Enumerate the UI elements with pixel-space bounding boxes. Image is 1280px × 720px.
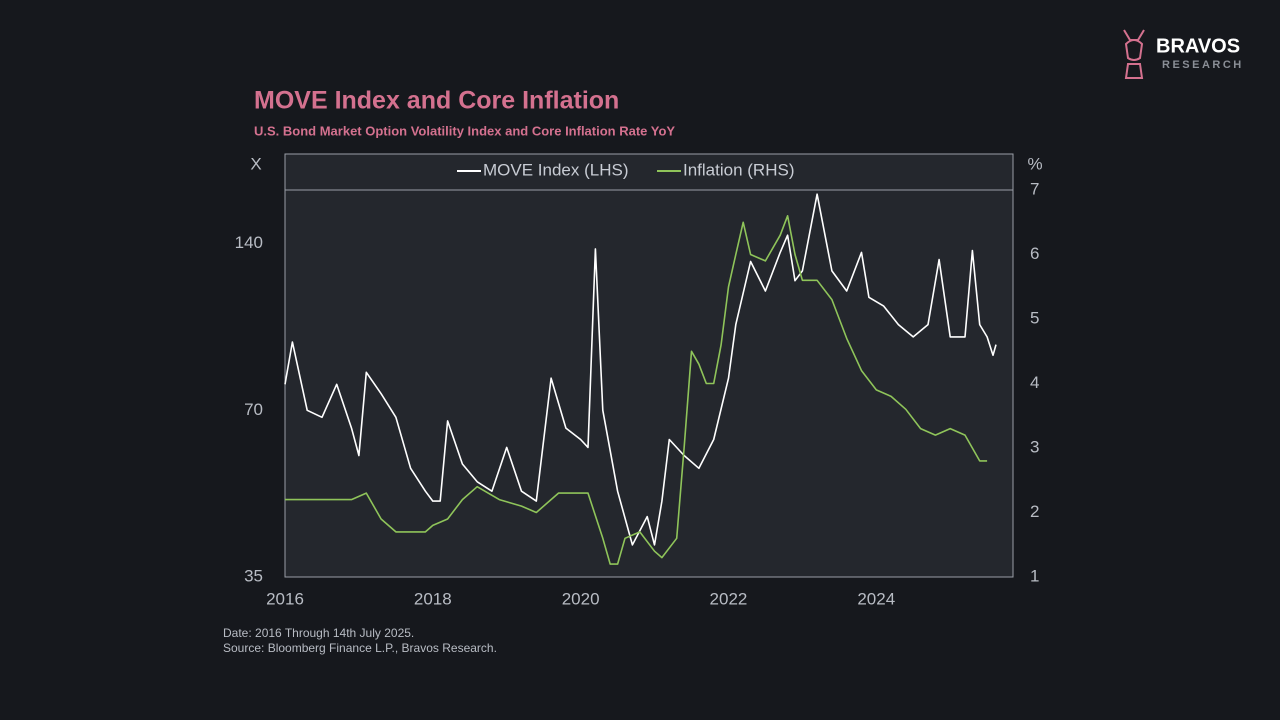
- brand-name: BRAVOS: [1156, 35, 1240, 57]
- legend-label: Inflation (RHS): [683, 160, 794, 179]
- y2-tick-label: 2: [1030, 502, 1039, 521]
- y2-tick-label: 4: [1030, 373, 1039, 392]
- brand-logo: [1123, 29, 1145, 79]
- x-tick-label: 2020: [562, 589, 600, 608]
- y-tick-label: 70: [244, 400, 263, 419]
- y-tick-label: 35: [244, 566, 263, 585]
- y2-tick-label: 7: [1030, 179, 1039, 198]
- y2-tick-label: 5: [1030, 308, 1039, 327]
- brand-tagline: RESEARCH: [1162, 59, 1244, 71]
- y-tick-label: 140: [235, 233, 263, 252]
- x-tick-label: 2018: [414, 589, 452, 608]
- x-tick-label: 2022: [710, 589, 748, 608]
- y2-tick-label: 1: [1030, 566, 1039, 585]
- x-tick-label: 2024: [857, 589, 895, 608]
- chart-subtitle: U.S. Bond Market Option Volatility Index…: [254, 123, 675, 138]
- series-line: [285, 215, 988, 565]
- x-tick-label: 2016: [266, 589, 304, 608]
- y2-tick-label: 6: [1030, 244, 1039, 263]
- y-axis-label: X: [250, 154, 261, 173]
- legend-label: MOVE Index (LHS): [483, 160, 629, 179]
- chart-title: MOVE Index and Core Inflation: [254, 87, 619, 115]
- series-line: [284, 193, 997, 546]
- plot-area: [284, 153, 1014, 578]
- y2-axis-label: %: [1027, 154, 1042, 173]
- y2-tick-label: 3: [1030, 437, 1039, 456]
- note: Date: 2016 Through 14th July 2025.: [223, 626, 414, 640]
- note: Source: Bloomberg Finance L.P., Bravos R…: [223, 641, 497, 655]
